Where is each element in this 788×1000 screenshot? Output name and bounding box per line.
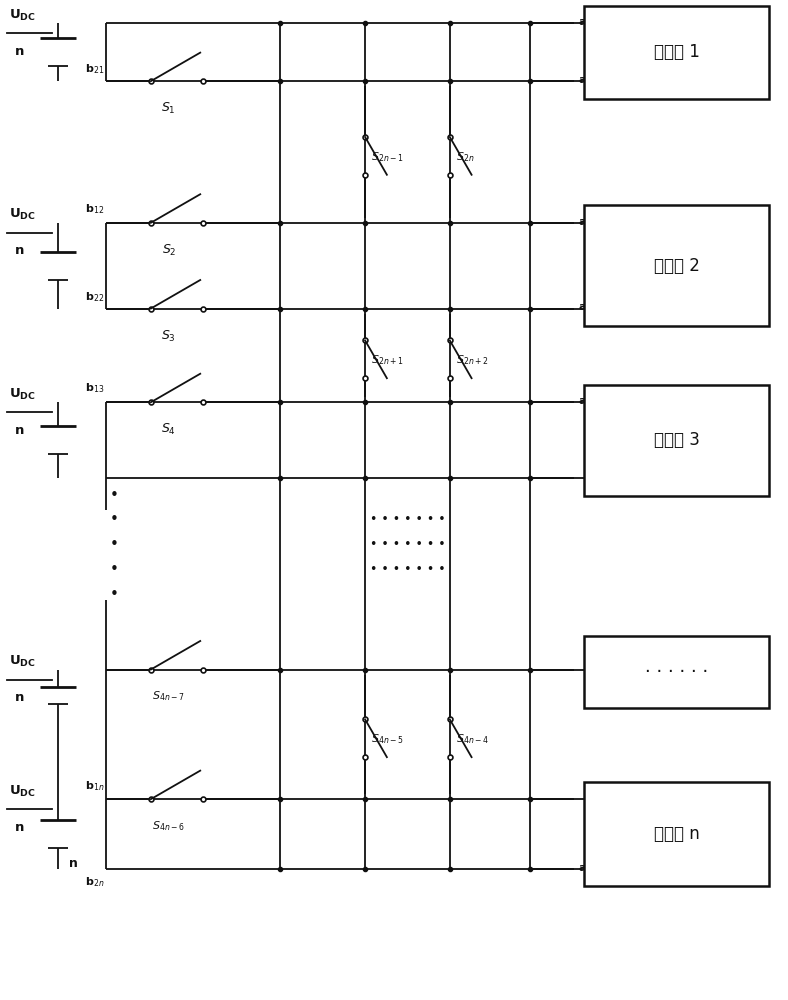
- Text: $\mathbf{n}$: $\mathbf{n}$: [68, 857, 78, 870]
- Text: $\mathbf{n}$: $\mathbf{n}$: [14, 424, 24, 437]
- Text: •: •: [110, 562, 118, 577]
- Text: •: •: [110, 488, 118, 503]
- Text: · · · · · ·: · · · · · ·: [645, 663, 708, 681]
- Text: •: •: [110, 512, 118, 527]
- Text: • • • • • • •: • • • • • • •: [370, 563, 445, 576]
- Text: $S_{4n-6}$: $S_{4n-6}$: [152, 819, 185, 833]
- Text: 主回路 2: 主回路 2: [653, 257, 700, 275]
- Text: $\mathbf{U_{DC}}$: $\mathbf{U_{DC}}$: [9, 784, 36, 799]
- Text: $S_{2n+1}$: $S_{2n+1}$: [371, 353, 403, 367]
- Text: $\mathbf{n}$: $\mathbf{n}$: [14, 821, 24, 834]
- Text: $S_{4n-5}$: $S_{4n-5}$: [371, 732, 403, 746]
- Text: $\mathbf{b}_{2n}$: $\mathbf{b}_{2n}$: [84, 875, 104, 889]
- Bar: [585, 782, 768, 886]
- Text: $\mathbf{b}_{21}$: $\mathbf{b}_{21}$: [85, 62, 104, 76]
- Text: $S_{4n-4}$: $S_{4n-4}$: [455, 732, 489, 746]
- Text: $\mathbf{a}_{2n}$: $\mathbf{a}_{2n}$: [578, 863, 597, 875]
- Bar: [585, 205, 768, 326]
- Text: $\mathbf{a}_{11}$: $\mathbf{a}_{11}$: [578, 17, 597, 29]
- Text: $S_4$: $S_4$: [162, 422, 177, 437]
- Text: 主回路 3: 主回路 3: [653, 431, 700, 449]
- Text: $\mathbf{a}_{21}$: $\mathbf{a}_{21}$: [578, 75, 597, 87]
- Text: 主回路 1: 主回路 1: [653, 43, 700, 61]
- Text: $\mathbf{n}$: $\mathbf{n}$: [14, 691, 24, 704]
- Text: $\mathbf{n}$: $\mathbf{n}$: [14, 45, 24, 58]
- Bar: [585, 385, 768, 496]
- Text: $\mathbf{U_{DC}}$: $\mathbf{U_{DC}}$: [9, 8, 36, 23]
- Text: $S_{2n+2}$: $S_{2n+2}$: [455, 353, 489, 367]
- Text: •: •: [110, 537, 118, 552]
- Text: $\mathbf{b}_{1n}$: $\mathbf{b}_{1n}$: [84, 779, 104, 793]
- Text: • • • • • • •: • • • • • • •: [370, 513, 445, 526]
- Bar: [585, 6, 768, 99]
- Text: $\mathbf{n}$: $\mathbf{n}$: [14, 244, 24, 257]
- Text: $\mathbf{U_{DC}}$: $\mathbf{U_{DC}}$: [9, 387, 36, 402]
- Text: •: •: [110, 587, 118, 602]
- Text: $\mathbf{a}_{12}$: $\mathbf{a}_{12}$: [578, 217, 597, 229]
- Bar: [585, 636, 768, 708]
- Text: $\mathbf{b}_{22}$: $\mathbf{b}_{22}$: [85, 290, 104, 304]
- Text: $\mathbf{a}_{13}$: $\mathbf{a}_{13}$: [578, 396, 597, 408]
- Text: $\mathbf{a}_{22}$: $\mathbf{a}_{22}$: [578, 303, 597, 314]
- Text: $S_{2n}$: $S_{2n}$: [455, 150, 474, 164]
- Text: $\mathbf{b}_{13}$: $\mathbf{b}_{13}$: [85, 381, 104, 395]
- Text: $\mathbf{b}_{12}$: $\mathbf{b}_{12}$: [85, 202, 104, 216]
- Text: $S_2$: $S_2$: [162, 243, 176, 258]
- Text: $\mathbf{U_{DC}}$: $\mathbf{U_{DC}}$: [9, 207, 36, 222]
- Text: $\mathbf{U_{DC}}$: $\mathbf{U_{DC}}$: [9, 654, 36, 669]
- Text: • • • • • • •: • • • • • • •: [370, 538, 445, 551]
- Text: $S_3$: $S_3$: [162, 328, 177, 344]
- Text: $S_{4n-7}$: $S_{4n-7}$: [152, 689, 185, 703]
- Text: $S_1$: $S_1$: [162, 101, 177, 116]
- Text: 主回路 n: 主回路 n: [653, 825, 700, 843]
- Text: $S_{2n-1}$: $S_{2n-1}$: [371, 150, 403, 164]
